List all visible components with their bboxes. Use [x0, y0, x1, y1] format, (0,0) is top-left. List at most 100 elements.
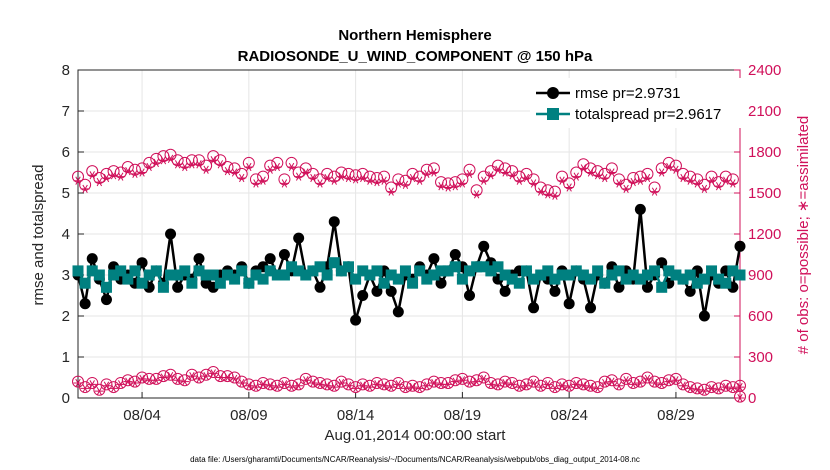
obs-assimilated-marker — [372, 380, 382, 389]
totalspread-point — [136, 277, 148, 289]
totalspread-point — [300, 269, 312, 281]
obs-assimilated-marker — [699, 184, 709, 194]
y-right-tick-label: 1200 — [748, 226, 781, 243]
obs-possible-marker — [257, 170, 270, 183]
obs-possible-marker — [335, 166, 348, 179]
obs-assimilated-marker — [685, 384, 695, 393]
rmse-point — [698, 310, 710, 322]
obs-assimilated-marker — [365, 382, 375, 392]
totalspread-point — [478, 261, 490, 273]
obs-assimilated-marker — [315, 380, 325, 389]
obs-assimilated-marker — [365, 176, 375, 185]
obs-assimilated-marker — [457, 376, 467, 385]
obs-possible-marker — [299, 372, 312, 385]
totalspread-point — [314, 261, 326, 273]
obs-assimilated-marker — [493, 165, 503, 174]
x-tick-label: 08/29 — [657, 407, 695, 424]
obs-assimilated-marker — [386, 187, 396, 196]
obs-assimilated-marker — [550, 384, 560, 393]
rmse-point — [464, 290, 476, 301]
obs-assimilated-marker — [614, 179, 624, 188]
obs-assimilated-marker — [109, 384, 119, 393]
obs-assimilated-marker — [422, 381, 432, 390]
obs-assimilated-marker — [714, 385, 724, 394]
obs-assimilated-marker — [557, 176, 567, 185]
obs-assimilated-marker — [251, 382, 261, 392]
obs-assimilated-marker — [279, 179, 289, 188]
obs-possible-marker — [264, 159, 277, 172]
obs-possible-marker — [442, 376, 455, 389]
totalspread-point — [179, 265, 191, 277]
rmse-point — [478, 240, 490, 252]
obs-assimilated-marker — [642, 173, 652, 183]
obs-assimilated-marker — [578, 164, 588, 173]
obs-possible-marker — [249, 173, 262, 186]
totalspread-point — [513, 277, 525, 289]
totalspread-point — [663, 265, 675, 277]
obs-assimilated-marker — [529, 378, 539, 388]
totalspread-point — [86, 265, 98, 277]
obs-assimilated-marker — [607, 168, 617, 177]
obs-assimilated-marker — [486, 171, 496, 180]
obs-assimilated-marker — [479, 374, 489, 384]
totalspread-point — [528, 273, 540, 285]
obs-assimilated-marker — [635, 176, 645, 185]
obs-possible-marker — [513, 170, 526, 183]
obs-assimilated-marker — [208, 369, 218, 378]
obs-possible-marker — [221, 370, 234, 383]
obs-possible-marker — [207, 366, 220, 379]
obs-assimilated-marker — [429, 168, 439, 177]
obs-possible-marker — [392, 173, 405, 186]
totalspread-point — [670, 269, 682, 281]
obs-possible-marker — [449, 176, 462, 189]
totalspread-point — [100, 281, 112, 293]
obs-assimilated-marker — [472, 190, 482, 199]
obs-possible-marker — [363, 170, 376, 183]
obs-assimilated-marker — [721, 176, 731, 185]
totalspread-point — [293, 265, 305, 277]
obs-possible-marker — [107, 165, 120, 178]
obs-possible-marker — [321, 167, 334, 180]
obs-assimilated-marker — [671, 165, 681, 174]
totalspread-point — [93, 269, 105, 281]
y-right-tick-label: 900 — [748, 267, 773, 284]
rmse-point — [172, 281, 184, 293]
obs-assimilated-marker — [279, 380, 289, 389]
y-left-tick-label: 4 — [62, 226, 70, 243]
totalspread-point — [307, 265, 319, 277]
totalspread-point — [542, 265, 554, 277]
totalspread-point — [150, 265, 162, 277]
totalspread-point — [599, 277, 611, 289]
obs-possible-marker — [342, 378, 355, 391]
obs-assimilated-marker — [400, 180, 410, 189]
obs-possible-marker — [570, 166, 583, 179]
totalspread-point — [414, 265, 426, 277]
obs-assimilated-marker — [116, 172, 126, 181]
obs-assimilated-marker — [222, 166, 232, 176]
obs-assimilated-marker — [393, 179, 403, 188]
obs-assimilated-marker — [173, 160, 183, 169]
obs-assimilated-marker — [707, 176, 717, 185]
obs-assimilated-marker — [642, 374, 652, 384]
obs-assimilated-marker — [735, 382, 745, 392]
obs-assimilated-marker — [514, 382, 524, 392]
totalspread-point — [271, 269, 283, 281]
obs-assimilated-marker — [621, 184, 631, 194]
totalspread-point — [727, 265, 739, 277]
obs-possible-marker — [684, 170, 697, 183]
obs-possible-marker — [207, 150, 220, 163]
obs-assimilated-marker — [692, 179, 702, 188]
totalspread-point — [421, 273, 433, 285]
obs-assimilated-marker — [408, 173, 418, 183]
obs-assimilated-marker — [571, 172, 581, 181]
obs-assimilated-marker — [151, 376, 161, 385]
totalspread-point — [649, 265, 661, 277]
y-right-tick-label: 300 — [748, 349, 773, 366]
obs-assimilated-marker — [379, 381, 389, 390]
obs-assimilated-marker — [194, 374, 204, 384]
obs-assimilated-marker — [194, 160, 204, 169]
totalspread-point — [350, 273, 362, 285]
obs-assimilated-marker — [443, 380, 453, 389]
obs-possible-marker — [406, 379, 419, 392]
obs-possible-marker — [591, 165, 604, 178]
